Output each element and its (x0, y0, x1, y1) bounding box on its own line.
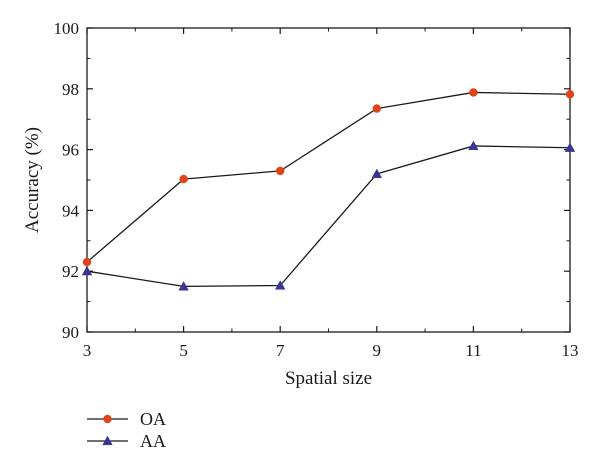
series-layer (81, 88, 576, 291)
x-tick-label: 11 (465, 341, 481, 360)
series-oa-point (179, 174, 188, 184)
series-oa-point (469, 88, 478, 97)
series-aa (81, 140, 576, 291)
series-aa-point (178, 281, 189, 291)
series-oa-line (86, 91, 571, 263)
y-tick-label: 92 (62, 262, 79, 281)
series-aa-point (564, 142, 576, 152)
y-tick-label: 94 (62, 201, 80, 220)
series-aa-point (468, 140, 479, 151)
legend-marker (102, 435, 113, 446)
y-tick-label: 96 (62, 141, 79, 160)
series-oa-point (565, 90, 575, 99)
legend-item-oa: OA (87, 409, 166, 429)
axis-ticks: 3 5 7 9 11 13 90 92 94 96 98 100 (54, 19, 579, 360)
plot-frame (86, 27, 571, 333)
x-axis-label: Spatial size (285, 368, 372, 389)
y-tick-label: 100 (54, 19, 80, 38)
y-tick-label: 90 (62, 323, 79, 342)
series-aa-point (274, 280, 286, 290)
x-tick-label: 5 (179, 341, 188, 360)
series-oa-point (275, 166, 285, 176)
series-oa-point (82, 257, 92, 267)
legend-marker (103, 414, 112, 424)
y-axis-label: Accuracy (%) (22, 127, 43, 233)
series-oa (82, 88, 575, 267)
legend-item-aa: AA (87, 431, 166, 451)
series-oa-point (372, 104, 382, 113)
x-tick-label: 7 (276, 341, 285, 360)
x-tick-label: 9 (373, 341, 382, 360)
series-aa-point (371, 168, 383, 179)
legend-label: AA (140, 431, 166, 451)
legend-label: OA (140, 409, 166, 429)
series-aa-line (86, 145, 571, 288)
series-aa-point (81, 265, 93, 276)
x-tick-label: 3 (83, 341, 92, 360)
y-tick-label: 98 (62, 80, 79, 99)
x-tick-label: 13 (562, 341, 579, 360)
